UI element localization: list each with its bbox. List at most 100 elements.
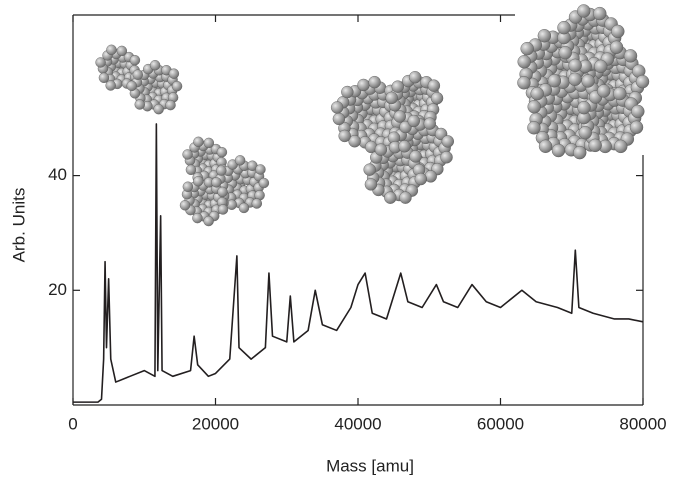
- atom: [551, 143, 566, 158]
- atom: [179, 200, 191, 211]
- cluster-images: [95, 4, 650, 227]
- atom: [129, 54, 141, 66]
- atom: [520, 41, 534, 56]
- atom: [193, 176, 204, 187]
- x-axis-title: Mass [amu]: [326, 456, 414, 475]
- atom: [330, 101, 344, 114]
- atom: [341, 85, 354, 99]
- axes-frame: [72, 14, 644, 406]
- atom: [348, 135, 361, 148]
- atom: [614, 139, 628, 154]
- atom: [530, 86, 544, 101]
- atom: [547, 74, 562, 88]
- atom: [593, 6, 607, 21]
- atom: [192, 212, 203, 224]
- atom: [407, 114, 420, 128]
- atom: [116, 45, 128, 57]
- x-tick-label: 0: [68, 414, 77, 433]
- atom: [255, 164, 266, 175]
- atom: [538, 139, 553, 153]
- atom: [578, 126, 592, 140]
- atom: [597, 84, 611, 98]
- atom: [517, 55, 531, 69]
- atom: [594, 59, 608, 74]
- atom: [393, 110, 406, 123]
- atom: [440, 151, 453, 164]
- atom: [193, 136, 204, 148]
- y-tick-label: 40: [48, 165, 67, 184]
- atom: [216, 146, 228, 158]
- atom: [165, 99, 176, 111]
- atom: [251, 198, 263, 209]
- atom: [132, 69, 143, 80]
- atom: [153, 103, 164, 115]
- atom: [105, 80, 116, 91]
- atom: [332, 112, 346, 126]
- atom: [98, 72, 110, 83]
- atom: [629, 120, 644, 134]
- atom: [527, 100, 541, 114]
- atom: [211, 177, 222, 188]
- atom: [134, 99, 145, 110]
- atom: [568, 58, 582, 73]
- atom: [217, 186, 228, 198]
- atom: [517, 76, 531, 90]
- x-tick-label: 40000: [334, 414, 381, 433]
- atom: [258, 177, 270, 189]
- atom: [234, 155, 246, 166]
- atom: [384, 191, 397, 204]
- atom: [611, 24, 625, 39]
- atom: [364, 178, 378, 191]
- y-tick-label: 20: [48, 280, 67, 299]
- atom: [631, 104, 645, 119]
- atom: [427, 79, 441, 92]
- atom: [238, 202, 250, 214]
- atom: [430, 91, 444, 105]
- x-tick-label: 20000: [192, 414, 239, 433]
- y-axis-title: Arb. Units: [9, 188, 28, 263]
- atom: [357, 78, 370, 92]
- atom: [558, 46, 572, 60]
- atom: [182, 181, 194, 192]
- atom: [203, 137, 215, 149]
- atom: [385, 91, 398, 105]
- atom: [441, 135, 454, 148]
- atom: [527, 121, 541, 135]
- atom: [95, 57, 106, 68]
- atom: [216, 165, 227, 176]
- atom: [171, 80, 183, 92]
- atom: [577, 100, 591, 115]
- atom: [185, 164, 197, 175]
- atom: [363, 163, 376, 176]
- atom: [577, 4, 591, 18]
- atom: [398, 140, 411, 153]
- atom: [568, 72, 582, 86]
- atom: [409, 150, 422, 163]
- atom: [537, 29, 552, 43]
- atom: [106, 44, 117, 56]
- atom: [623, 49, 638, 63]
- spectrum-line: [73, 123, 644, 403]
- atom: [182, 149, 193, 160]
- atom: [391, 80, 404, 93]
- atom: [613, 86, 627, 101]
- atom: [588, 138, 602, 153]
- atom: [414, 172, 428, 186]
- atom: [338, 129, 351, 143]
- atom: [423, 117, 436, 130]
- atom: [126, 80, 137, 92]
- atom: [368, 75, 381, 89]
- atom: [408, 71, 422, 84]
- x-tick-label: 60000: [477, 414, 524, 433]
- atom: [581, 74, 595, 88]
- atom: [635, 74, 650, 89]
- atom: [374, 143, 388, 156]
- atom: [149, 60, 161, 71]
- atom: [573, 145, 587, 160]
- atom: [399, 191, 412, 204]
- atom: [609, 40, 624, 54]
- x-tick-label: 80000: [619, 414, 666, 433]
- atom: [557, 20, 571, 35]
- atom: [168, 68, 180, 79]
